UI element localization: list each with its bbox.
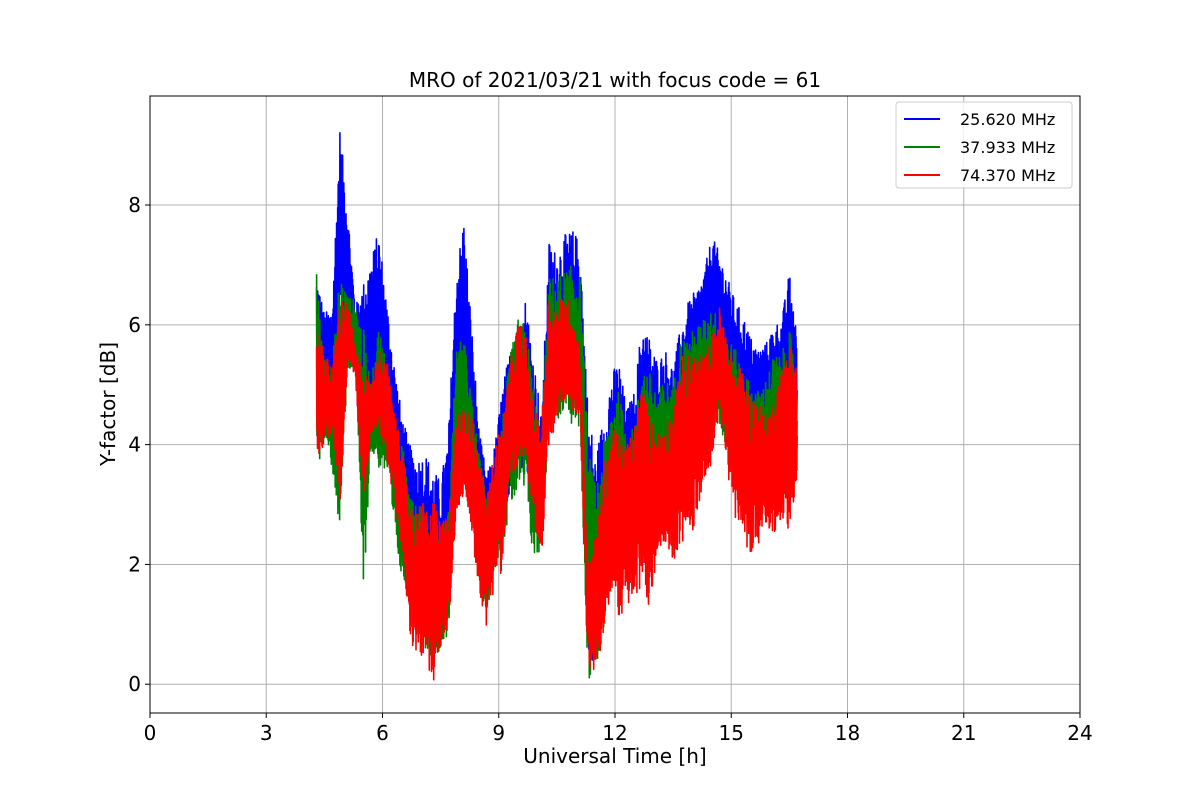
x-tick-label: 18 [835,721,860,745]
legend-box [895,101,1073,189]
chart-title: MRO of 2021/03/21 with focus code = 61 [409,68,821,92]
legend: 25.620 MHz 37.933 MHz 74.370 MHz [895,101,1073,189]
x-tick-label: 15 [719,721,744,745]
x-tick-label: 9 [492,721,505,745]
y-axis-label: Y-factor [dB] [96,342,120,467]
legend-label: 37.933 MHz [960,138,1055,157]
x-tick-label: 0 [144,721,157,745]
x-axis-label: Universal Time [h] [523,744,706,768]
x-axis-ticks: 0 3 6 9 12 15 18 21 24 [144,713,1093,745]
y-axis-ticks: 0 2 4 6 8 [128,193,150,696]
y-tick-label: 2 [128,552,141,576]
x-tick-label: 21 [951,721,976,745]
y-tick-label: 4 [128,433,141,457]
x-tick-label: 12 [602,721,627,745]
legend-label: 25.620 MHz [960,110,1055,129]
x-tick-label: 3 [260,721,273,745]
legend-label: 74.370 MHz [960,166,1055,185]
series-lines [315,132,798,681]
x-tick-label: 24 [1067,721,1092,745]
x-tick-label: 6 [376,721,389,745]
y-tick-label: 6 [128,313,141,337]
series-line-3 [315,299,798,681]
y-tick-label: 0 [128,672,141,696]
y-tick-label: 8 [128,193,141,217]
